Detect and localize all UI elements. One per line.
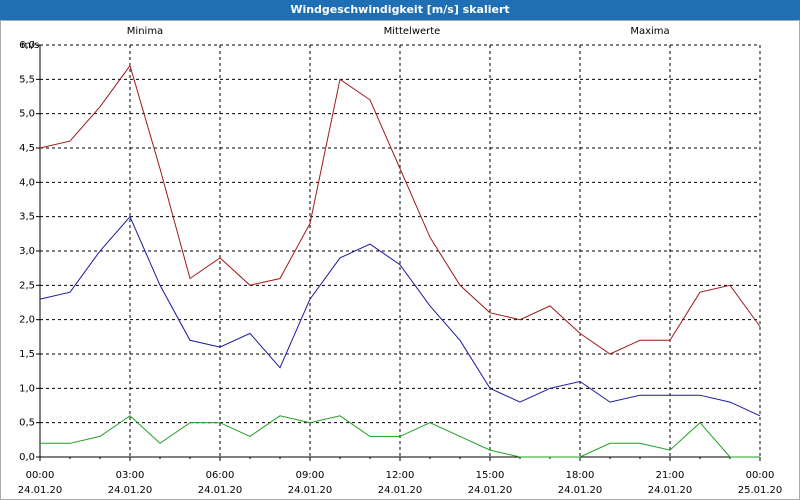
- y-tick-label: 4,0: [19, 177, 35, 188]
- x-tick-time-label: 12:00: [386, 470, 415, 481]
- x-tick-time-label: 06:00: [206, 470, 235, 481]
- series-line-minima: [40, 415, 760, 458]
- y-tick-label: 4,5: [19, 143, 35, 154]
- y-tick-label: 2,5: [19, 280, 35, 291]
- x-tick-date-label: 24.01.20: [198, 485, 243, 496]
- x-tick-date-label: 24.01.20: [378, 485, 423, 496]
- x-tick-time-label: 15:00: [476, 470, 505, 481]
- legend: Minima Mittelwerte Maxima: [127, 26, 670, 37]
- y-tick-label: 0,5: [19, 418, 35, 429]
- series-layer: [39, 64, 761, 458]
- y-tick-label: 5,5: [19, 74, 35, 85]
- y-axis-label: m/s: [21, 40, 39, 51]
- x-tick-date-label: 24.01.20: [558, 485, 603, 496]
- x-tick-date-label: 24.01.20: [288, 485, 333, 496]
- y-tick-label: 3,0: [19, 246, 35, 257]
- chart-title: Windgeschwindigkeit [m/s] skaliert: [0, 0, 800, 20]
- series-line-mittelwerte: [39, 215, 761, 417]
- x-tick-date-label: 24.01.20: [108, 485, 153, 496]
- x-tick-date-label: 25.01.20: [738, 485, 783, 496]
- grid-lines: [40, 44, 761, 457]
- y-tick-label: 1,5: [19, 349, 35, 360]
- legend-item-minima: Minima: [127, 26, 163, 37]
- legend-item-mittelwerte: Mittelwerte: [384, 26, 441, 37]
- axes: [36, 44, 761, 461]
- y-tick-label: 3,5: [19, 212, 35, 223]
- y-tick-label: 6,0: [19, 40, 35, 51]
- series-line-maxima: [39, 64, 761, 355]
- y-tick-label: 0,0: [19, 452, 35, 463]
- x-tick-time-label: 18:00: [566, 470, 595, 481]
- y-tick-label: 1,0: [19, 383, 35, 394]
- y-tick-label: 5,0: [19, 109, 35, 120]
- tick-labels: 0,0 0,5 1,0 1,5 2,0 2,5 3,0 3,5 4,0 4,5 5,0 5,5 6,0 0…: [18, 40, 783, 496]
- x-tick-time-label: 03:00: [116, 470, 145, 481]
- legend-item-maxima: Maxima: [630, 26, 669, 37]
- x-tick-time-label: 21:00: [656, 470, 685, 481]
- x-tick-date-label: 24.01.20: [648, 485, 693, 496]
- x-tick-time-label: 00:00: [746, 470, 775, 481]
- x-tick-date-label: 24.01.20: [468, 485, 513, 496]
- x-tick-time-label: 00:00: [26, 470, 55, 481]
- x-tick-time-label: 09:00: [296, 470, 325, 481]
- y-tick-label: 2,0: [19, 315, 35, 326]
- x-tick-date-label: 24.01.20: [18, 485, 63, 496]
